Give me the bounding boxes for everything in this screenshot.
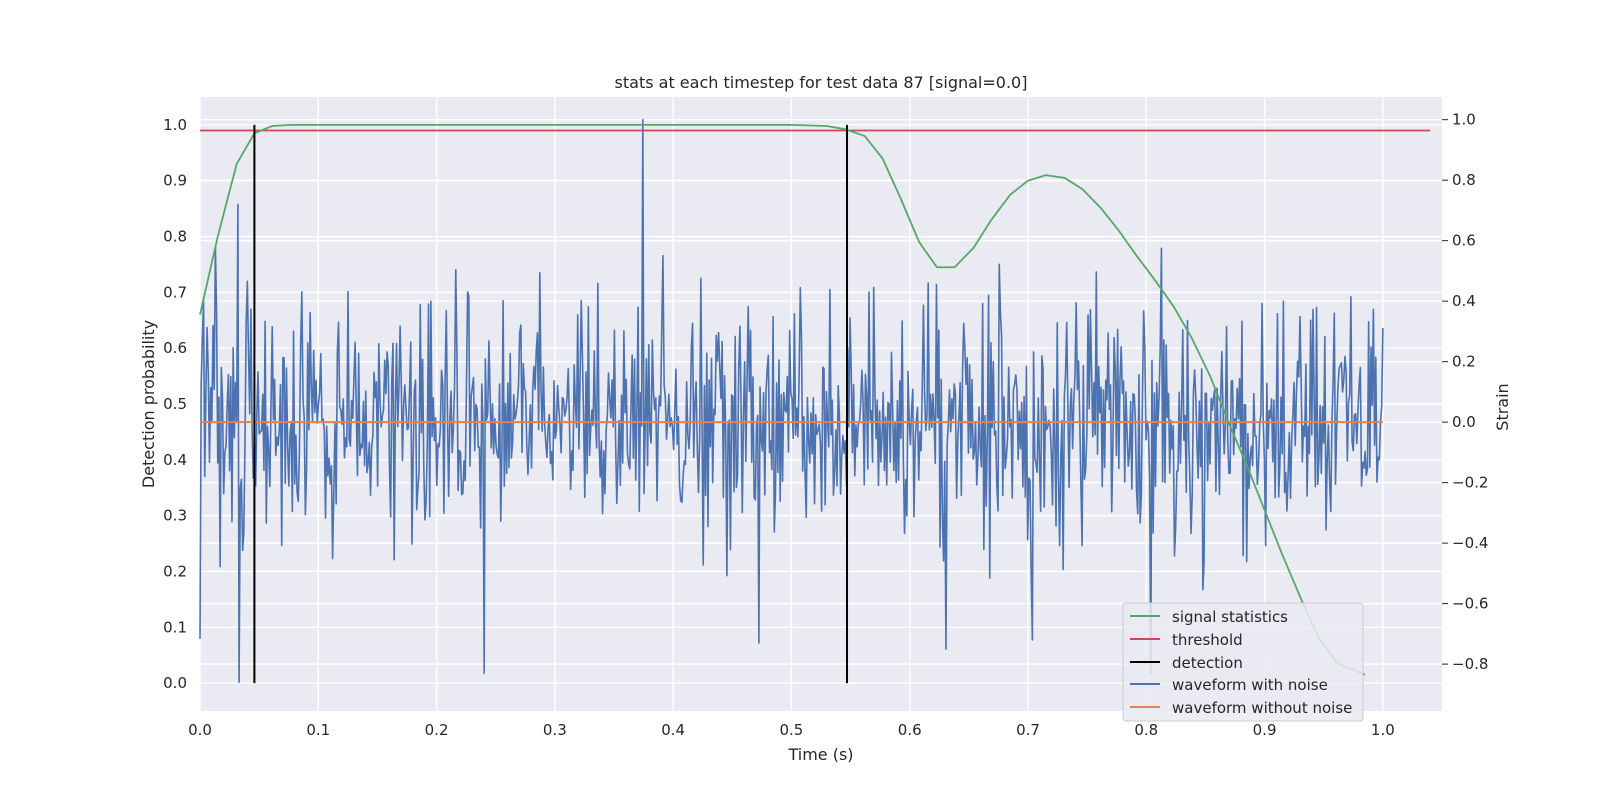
y-axis-right: −0.8 −0.6 −0.4 −0.2 0.0 0.2 0.4 0.6 0.8 1.0 (1442, 111, 1488, 673)
y-tick-label: 0.6 (163, 339, 187, 357)
x-tick-label: 0.2 (425, 721, 449, 739)
y-tick-label: 1.0 (163, 116, 187, 134)
y-right-tick-label: 0.4 (1452, 292, 1476, 310)
legend-label-waveform-with-noise: waveform with noise (1172, 676, 1328, 694)
legend-label-waveform-without-noise: waveform without noise (1172, 699, 1352, 717)
y-tick-label: 0.5 (163, 395, 187, 413)
x-axis-label: Time (s) (787, 745, 853, 764)
y-tick-label: 0.9 (163, 172, 187, 190)
y-right-tick-label: 0.2 (1452, 353, 1476, 371)
x-axis: 0.0 0.1 0.2 0.3 0.4 0.5 0.6 0.7 0.8 0.9 1.0 (188, 721, 1395, 739)
y-right-tick-label: −0.4 (1452, 534, 1488, 552)
series-waveform-with-noise (199, 118, 1384, 684)
y-right-tick-label: −0.8 (1452, 655, 1488, 673)
y-right-tick-label: 1.0 (1452, 111, 1476, 129)
legend-label-threshold: threshold (1172, 631, 1243, 649)
y-axis-label: Detection probability (139, 320, 158, 488)
y-right-tick-label: 0.8 (1452, 171, 1476, 189)
legend-label-detection: detection (1172, 654, 1243, 672)
legend: signal statistics threshold detection wa… (1122, 602, 1364, 722)
chart-title: stats at each timestep for test data 87 … (615, 73, 1028, 92)
x-tick-label: 0.9 (1253, 721, 1277, 739)
y-tick-label: 0.4 (163, 451, 187, 469)
x-tick-label: 0.0 (188, 721, 212, 739)
x-tick-label: 0.8 (1134, 721, 1158, 739)
x-tick-label: 0.5 (779, 721, 803, 739)
x-tick-label: 0.3 (543, 721, 567, 739)
x-tick-label: 0.1 (306, 721, 330, 739)
y-tick-label: 0.0 (163, 674, 187, 692)
x-tick-label: 0.7 (1016, 721, 1040, 739)
y-tick-label: 0.7 (163, 283, 187, 301)
x-tick-label: 0.4 (661, 721, 685, 739)
y-axis-right-label: Strain (1493, 383, 1512, 430)
y-tick-label: 0.8 (163, 228, 187, 246)
y-axis-left: 0.0 0.1 0.2 0.3 0.4 0.5 0.6 0.7 0.8 0.9 1.0 (163, 116, 187, 692)
data-layer (199, 118, 1431, 684)
x-tick-label: 0.6 (898, 721, 922, 739)
series-signal-statistics (199, 124, 1366, 676)
y-tick-label: 0.2 (163, 562, 187, 580)
y-right-tick-label: 0.6 (1452, 232, 1476, 250)
y-tick-label: 0.1 (163, 618, 187, 636)
y-right-tick-label: 0.0 (1452, 413, 1476, 431)
legend-box (1122, 602, 1364, 722)
y-right-tick-label: −0.2 (1452, 474, 1488, 492)
x-tick-label: 1.0 (1371, 721, 1395, 739)
legend-label-signal-statistics: signal statistics (1172, 608, 1288, 626)
y-right-tick-label: −0.6 (1452, 595, 1488, 613)
y-tick-label: 0.3 (163, 507, 187, 525)
